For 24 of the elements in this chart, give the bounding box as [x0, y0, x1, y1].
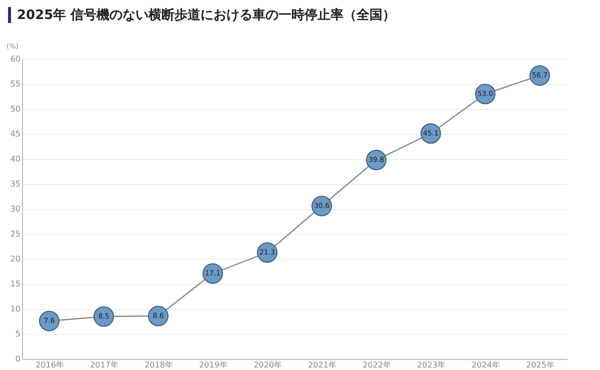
- y-tick-label: 5: [15, 330, 20, 338]
- y-tick-label: 30: [10, 204, 20, 214]
- y-tick-label: 15: [10, 280, 20, 288]
- y-tick-label: 25: [10, 230, 20, 238]
- y-tick-label: 35: [10, 180, 20, 188]
- y-tick-label: 20: [10, 254, 20, 264]
- x-tick-label: 2024年: [472, 360, 500, 370]
- y-tick-label: 0: [15, 354, 20, 364]
- y-tick-label: 45: [10, 130, 20, 138]
- x-tick-label: 2025年: [526, 360, 554, 370]
- x-tick-label: 2020年: [254, 360, 282, 370]
- y-tick-label: 40: [10, 154, 20, 164]
- x-tick-label: 2023年: [417, 360, 446, 370]
- x-tick-label: 2019年: [199, 360, 228, 370]
- y-tick-label: 55: [10, 80, 20, 88]
- x-tick-label: 2017年: [90, 360, 118, 370]
- x-tick-label: 2016年: [36, 360, 64, 370]
- x-tick-label: 2018年: [144, 360, 173, 370]
- x-tick-label: 2021年: [308, 360, 336, 370]
- y-tick-label: 10: [10, 304, 20, 314]
- y-tick-label: 60: [10, 54, 20, 64]
- y-tick-label: 50: [10, 104, 20, 114]
- x-tick-label: 2022年: [362, 360, 391, 370]
- chart-title: 2025年 信号機のない横断歩道における車の一時停止率（全国）: [17, 6, 396, 24]
